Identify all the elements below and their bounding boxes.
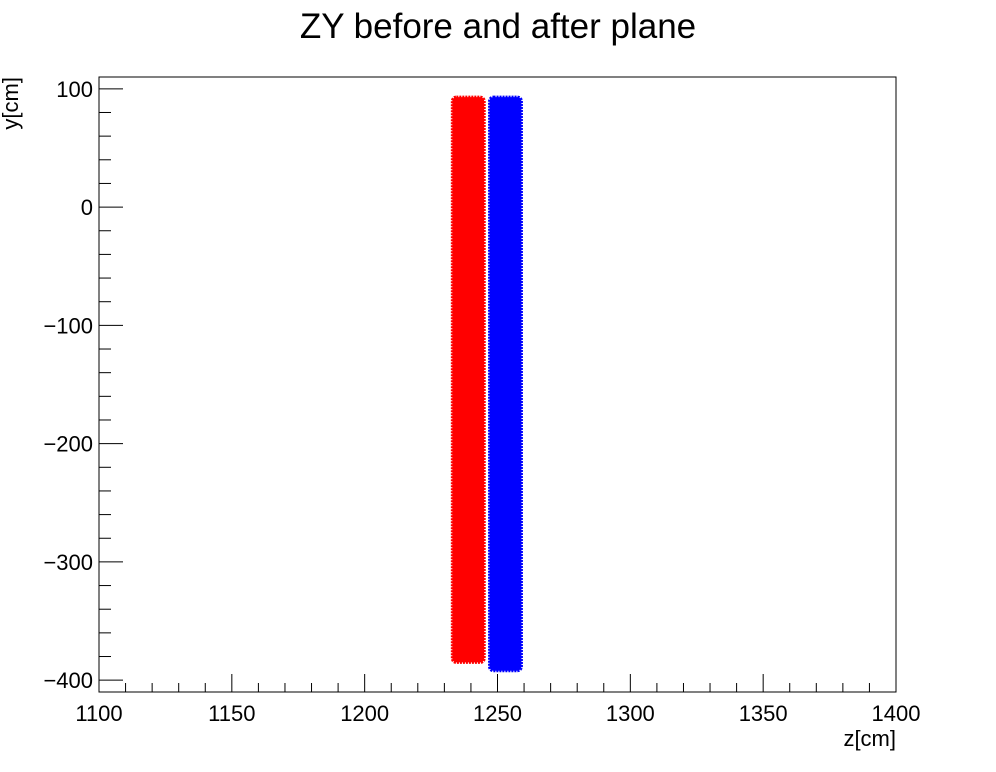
- chart-title: ZY before and after plane: [300, 7, 696, 46]
- y-axis-label: y[cm]: [0, 77, 23, 130]
- x-axis-label: z[cm]: [843, 726, 896, 751]
- x-tick-label: 1200: [340, 701, 389, 726]
- series-2-points: [488, 95, 523, 673]
- x-tick-label: 1250: [473, 701, 522, 726]
- y-tick-label: −400: [43, 668, 93, 693]
- series-layer: [450, 95, 523, 673]
- y-tick-label: −200: [43, 432, 93, 457]
- y-tick-label: 100: [56, 77, 93, 102]
- series-1-points: [450, 95, 486, 664]
- y-tick-label: 0: [81, 195, 93, 220]
- x-tick-label: 1350: [739, 701, 788, 726]
- y-tick-label: −100: [43, 313, 93, 338]
- x-axis: 1100 1150 1200 1250 1300 1350 1400: [75, 674, 920, 726]
- x-tick-label: 1400: [872, 701, 921, 726]
- x-tick-label: 1150: [208, 701, 255, 726]
- y-axis: −400 −300 −200 −100 0 100: [43, 77, 123, 693]
- y-tick-label: −300: [43, 550, 93, 575]
- x-tick-label: 1300: [606, 701, 655, 726]
- x-tick-label: 1100: [75, 701, 122, 726]
